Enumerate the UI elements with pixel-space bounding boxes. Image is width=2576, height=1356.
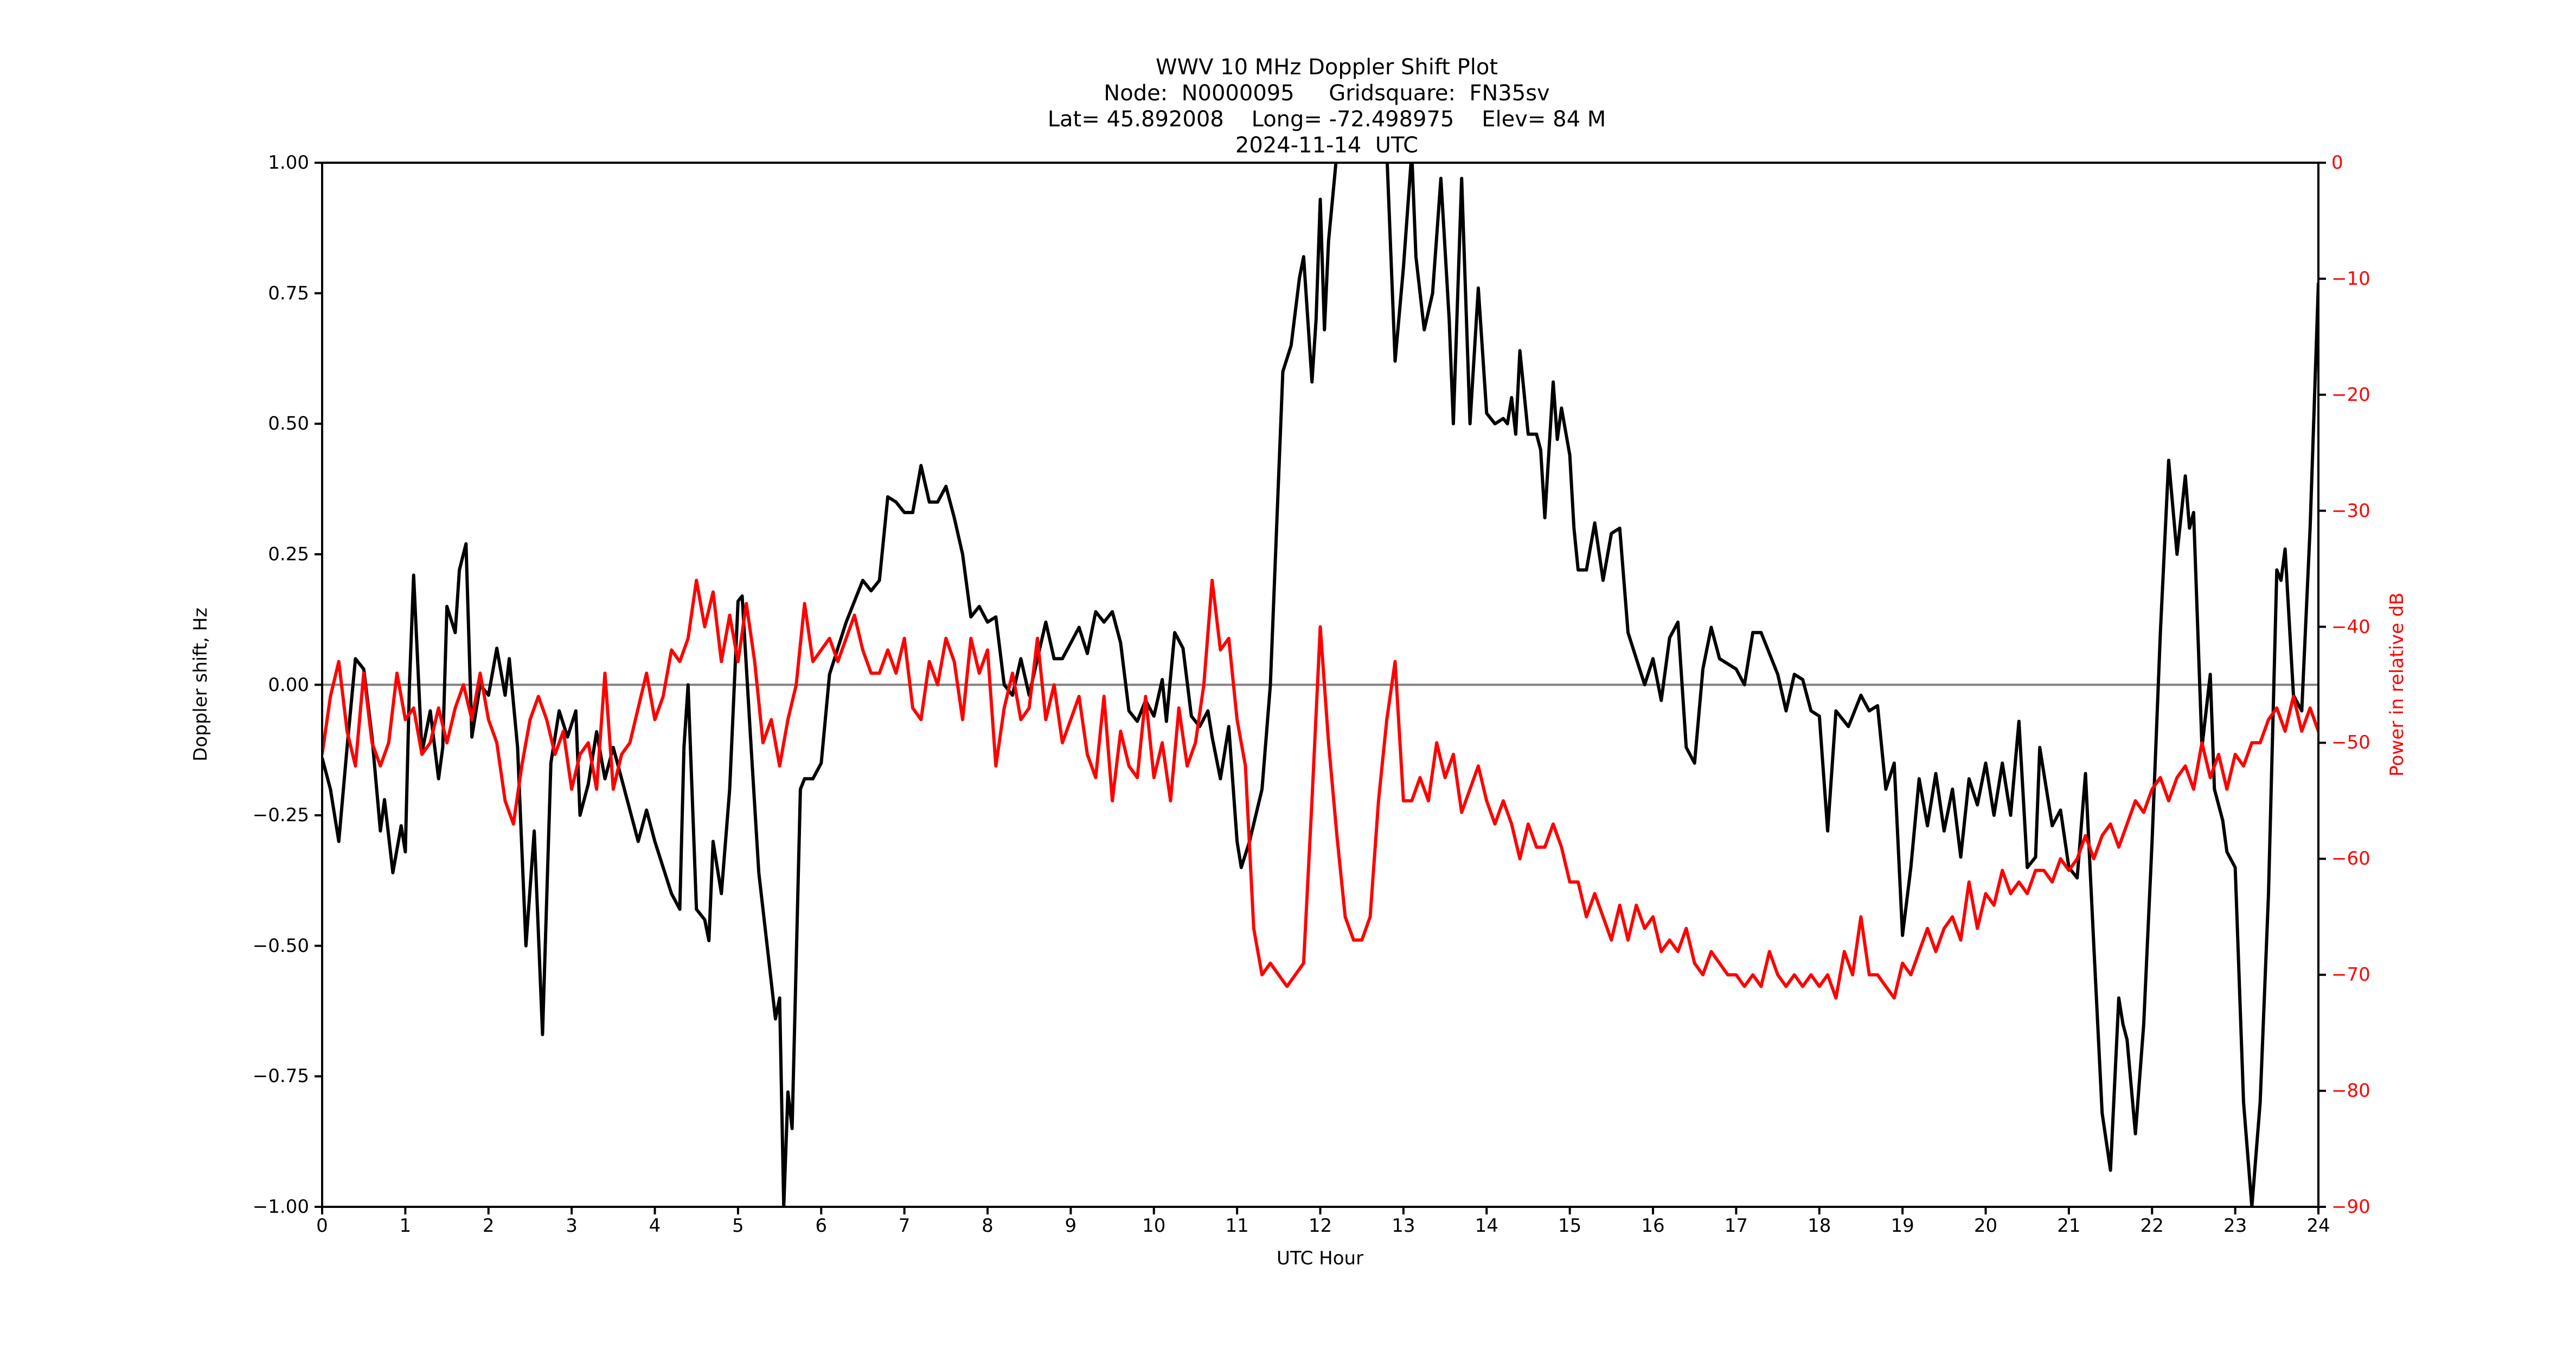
x-tick-label: 10: [1142, 1215, 1166, 1237]
x-axis-label: UTC Hour: [1276, 1248, 1364, 1269]
x-tick-label: 18: [1808, 1215, 1831, 1237]
x-tick-label: 21: [2057, 1215, 2081, 1237]
x-tick-label: 12: [1308, 1215, 1332, 1237]
y-tick-label-left: 0.75: [268, 282, 309, 304]
y-tick-label-right: −80: [2331, 1080, 2370, 1102]
y-tick-label-right: −40: [2331, 616, 2370, 638]
x-tick-label: 1: [399, 1215, 412, 1237]
x-tick-label: 11: [1225, 1215, 1249, 1237]
y-tick-label-right: −60: [2331, 848, 2370, 870]
y-tick-label-left: −0.50: [252, 935, 309, 957]
y-tick-label-left: 0.25: [268, 543, 309, 565]
title-location-info: Lat= 45.892008 Long= -72.498975 Elev= 84…: [1047, 107, 1606, 132]
y-tick-label-left: −1.00: [252, 1196, 309, 1218]
x-tick-label: 19: [1891, 1215, 1914, 1237]
y-tick-label-right: −10: [2331, 267, 2370, 290]
y-tick-label-left: −0.25: [252, 804, 309, 827]
x-axis-ticks: [321, 1207, 2319, 1214]
left-axis-ticks: [315, 162, 322, 1208]
x-tick-label: 23: [2223, 1215, 2247, 1237]
y-tick-label-right: −30: [2331, 500, 2370, 522]
y-tick-label-left: 0.50: [268, 413, 309, 435]
x-tick-label: 16: [1641, 1215, 1665, 1237]
x-tick-label: 4: [649, 1215, 661, 1237]
x-tick-label: 5: [732, 1215, 744, 1237]
y-tick-label-left: −0.75: [252, 1065, 309, 1088]
x-tick-label: 20: [1973, 1215, 1998, 1237]
title-node-info: Node: N0000095 Gridsquare: FN35sv: [1104, 81, 1550, 106]
x-tick-label: 6: [815, 1215, 828, 1237]
x-tick-label: 22: [2140, 1215, 2164, 1237]
x-tick-label: 8: [982, 1215, 994, 1237]
y-tick-label-right: −70: [2331, 964, 2370, 986]
x-tick-label: 17: [1724, 1215, 1748, 1237]
y-tick-label-right: −50: [2331, 732, 2370, 754]
x-tick-label: 7: [898, 1215, 911, 1237]
title-date: 2024-11-14 UTC: [1235, 133, 1419, 158]
chart-title: WWV 10 MHz Doppler Shift Plot Node: N000…: [0, 54, 2576, 158]
y-axis-label-left: Doppler shift, Hz: [190, 607, 212, 762]
x-tick-label: 15: [1558, 1215, 1582, 1237]
y-tick-label-left: 1.00: [268, 152, 309, 174]
y-tick-label-right: 0: [2331, 152, 2343, 174]
x-tick-label: 3: [566, 1215, 578, 1237]
x-tick-label: 24: [2306, 1215, 2330, 1237]
x-tick-label: 2: [482, 1215, 495, 1237]
doppler-shift-line: [322, 163, 2318, 1207]
x-tick-label: 13: [1392, 1215, 1415, 1237]
y-tick-label-right: −20: [2331, 383, 2370, 406]
x-tick-label: 9: [1065, 1215, 1077, 1237]
y-tick-label-left: 0.00: [268, 674, 309, 696]
y-axis-label-right: Power in relative dB: [2386, 592, 2408, 777]
y-tick-label-right: −90: [2331, 1196, 2370, 1218]
x-tick-label: 0: [316, 1215, 328, 1237]
right-axis-ticks: [2318, 162, 2326, 1208]
power-line: [322, 579, 2318, 1000]
x-tick-label: 14: [1475, 1215, 1498, 1237]
title-main: WWV 10 MHz Doppler Shift Plot: [1155, 55, 1498, 80]
